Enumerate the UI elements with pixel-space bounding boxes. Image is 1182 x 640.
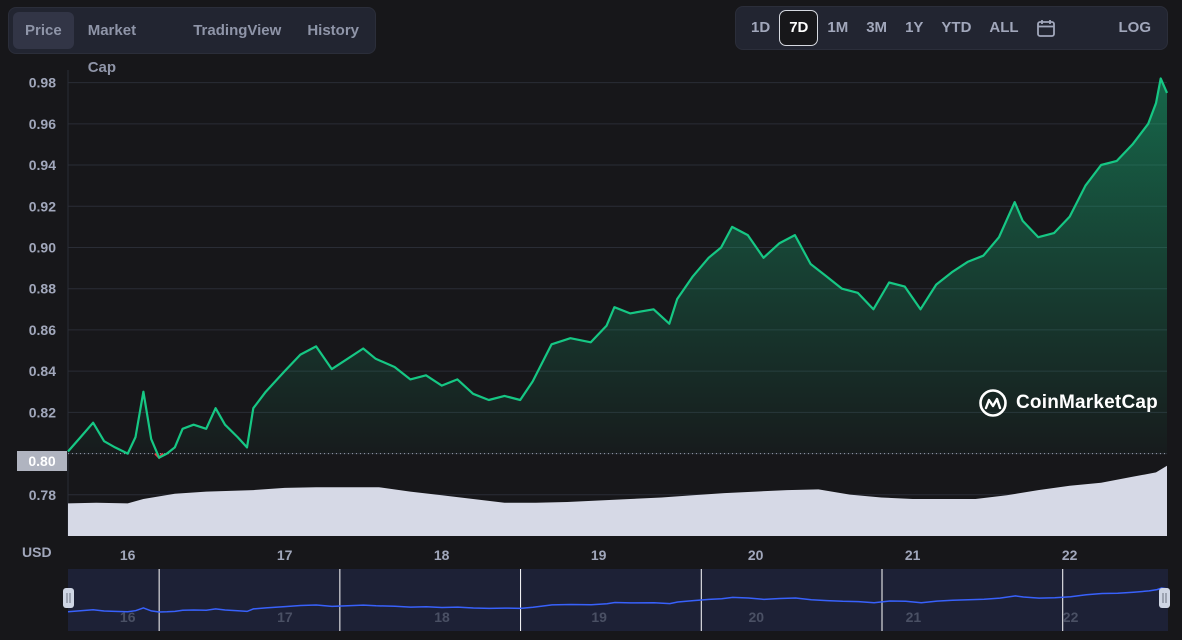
y-tick-label: 0.88 <box>29 281 56 297</box>
range-3m-button[interactable]: 3M <box>866 19 888 36</box>
range-1d-button[interactable]: 1D <box>751 19 771 36</box>
range-all-button[interactable]: ALL <box>989 19 1019 36</box>
navigator-tick-label: 19 <box>591 609 607 625</box>
coinmarketcap-logo-icon <box>979 389 1007 417</box>
x-tick-label: 17 <box>277 547 293 563</box>
baseline-label: 0.80 <box>28 453 55 469</box>
range-7d-button[interactable]: 7D <box>779 10 819 46</box>
baseline-marker: 0.80 <box>17 451 67 471</box>
y-tick-label: 0.78 <box>29 487 56 503</box>
navigator-left-handle[interactable] <box>63 588 74 608</box>
x-tick-label: 21 <box>905 547 921 563</box>
y-tick-label: 0.98 <box>29 75 56 91</box>
price-line <box>67 77 1169 459</box>
log-scale-button[interactable]: LOG <box>1118 19 1152 36</box>
x-tick-label: 16 <box>120 547 136 563</box>
x-tick-label: 20 <box>748 547 764 563</box>
navigator-tick-label: 20 <box>748 609 764 625</box>
y-tick-label: 0.94 <box>29 157 56 173</box>
y-tick-label: 0.96 <box>29 116 56 132</box>
y-axis: 0.78 0.82 0.84 0.86 0.88 0.90 0.92 0.94 0.96 0.98 <box>29 75 56 503</box>
chart-type-tabs: Price Market Cap TradingView History <box>8 7 376 76</box>
date-picker-button[interactable] <box>1028 10 1064 46</box>
tab-history[interactable]: History <box>307 22 359 39</box>
navigator-tick-label: 21 <box>906 609 922 625</box>
tab-market-cap[interactable]: Market Cap <box>87 22 137 76</box>
y-tick-label: 0.90 <box>29 239 56 255</box>
x-tick-label: 18 <box>434 547 450 563</box>
range-1m-button[interactable]: 1M <box>827 19 849 36</box>
coinmarketcap-watermark: CoinMarketCap <box>978 388 1158 418</box>
tab-price[interactable]: Price <box>13 12 74 49</box>
navigator-tick-label: 16 <box>120 609 136 625</box>
watermark-text: CoinMarketCap <box>1016 392 1158 413</box>
time-range-selector: 1D 7D 1M 3M 1Y YTD ALL LOG <box>735 6 1168 50</box>
navigator[interactable]: 16 17 18 19 20 21 22 <box>63 569 1170 631</box>
y-tick-label: 0.92 <box>29 198 56 214</box>
y-tick-label: 0.82 <box>29 404 56 420</box>
volume-area <box>68 465 1167 536</box>
navigator-tick-label: 22 <box>1063 609 1079 625</box>
y-tick-label: 0.84 <box>29 363 56 379</box>
navigator-labels: 16 17 18 19 20 21 22 <box>120 609 1079 625</box>
currency-label: USD <box>22 544 52 560</box>
range-ytd-button[interactable]: YTD <box>941 19 972 36</box>
calendar-icon <box>1036 20 1055 37</box>
navigator-tick-label: 18 <box>434 609 450 625</box>
x-tick-label: 22 <box>1062 547 1078 563</box>
y-tick-label: 0.86 <box>29 322 56 338</box>
x-axis: 16 17 18 19 20 21 22 <box>120 547 1078 563</box>
range-1y-button[interactable]: 1Y <box>905 19 924 36</box>
tab-tradingview[interactable]: TradingView <box>193 22 282 39</box>
navigator-tick-label: 17 <box>277 609 293 625</box>
navigator-background <box>68 569 1168 631</box>
x-tick-label: 19 <box>591 547 607 563</box>
navigator-right-handle[interactable] <box>1159 588 1170 608</box>
navigator-line <box>67 587 1169 613</box>
